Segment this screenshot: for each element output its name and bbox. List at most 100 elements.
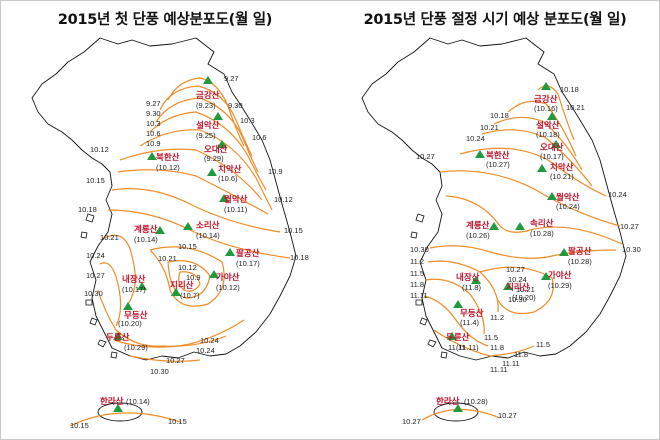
mountain-date: (10.29) (548, 281, 572, 290)
mountain-icon (123, 302, 133, 310)
isoline-label: 10.12 (178, 263, 197, 272)
mountain-name: 월악산 (556, 192, 580, 202)
mountain-date: (10.28) (530, 229, 554, 238)
mountain-name: 설악산 (196, 120, 220, 130)
mountain-icon (217, 140, 227, 148)
korean-peninsula-outline (361, 37, 627, 361)
mountain-name: 치악산 (550, 162, 574, 172)
isoline-label: 11.11 (490, 365, 508, 374)
isoline-label: 10.21 (100, 233, 119, 242)
mountain-name: 소리산 (196, 220, 220, 230)
mountain-icon (453, 404, 463, 412)
peak-foliage-map: 10.18 10.21 10.18 10.21 10.24 10.27 10.2… (361, 37, 641, 426)
mountain-markers: 금강산 (9.23) 설악산 (9.25) 오대산 (9.29) 치악산 (10… (100, 76, 260, 412)
mountain-icon (547, 112, 557, 120)
mountain-date: (10.28) (464, 397, 488, 406)
isoline-label: 11.5 (536, 340, 550, 349)
mountain-date: (10.17) (540, 152, 564, 161)
map-title: 2015년 첫 단풍 예상분포도(월 일) (57, 12, 273, 28)
isoline-label: 10.24 (86, 251, 105, 260)
isoline-label: 10.30 (508, 295, 527, 304)
mountain-date: (10.16) (534, 104, 558, 113)
isoline-label: 11.8 (490, 343, 504, 352)
west-coast-islands (80, 213, 118, 359)
mountain-date: (10.18) (536, 130, 560, 139)
mountain-icon (213, 112, 223, 120)
mountain-date: (9.23) (196, 101, 216, 110)
mountain-name: 북한산 (156, 152, 180, 162)
mountain-name: 북한산 (486, 150, 510, 160)
mountain-name: 오대산 (204, 144, 228, 154)
mountain-name: 계룡산 (134, 224, 158, 234)
isoline-label: 10.27 (620, 222, 639, 231)
isoline-label: 10.21 (516, 285, 535, 294)
isoline-label: 11.11 (448, 343, 466, 352)
isoline-label: 9.27 (224, 74, 239, 83)
west-coast-islands (410, 213, 448, 359)
mountain-name: 무등산 (460, 308, 484, 318)
mountain-date: (9.25) (196, 131, 216, 140)
mountain-icon (489, 222, 499, 230)
mountain-date: (10.11) (224, 205, 248, 214)
isoline-label: 10.3 (146, 119, 161, 128)
mountain-name: 금강산 (196, 90, 220, 100)
mountain-date: (10.28) (568, 257, 592, 266)
isoline-label: 10.18 (490, 111, 509, 120)
isoline-label: 10.9 (268, 167, 283, 176)
isoline-label: 10.6 (146, 129, 161, 138)
mountain-icon (225, 248, 235, 256)
isoline-label: 10.18 (78, 205, 97, 214)
mountain-date: (10.6) (218, 174, 238, 183)
mountain-name: 속리산 (530, 218, 554, 228)
isoline-label: 10.12 (90, 145, 109, 154)
mountain-date: (9.29) (204, 154, 224, 163)
mountain-name: 두륜산 (446, 332, 470, 342)
isoline-labels: 10.18 10.21 10.18 10.21 10.24 10.27 10.2… (402, 85, 641, 426)
isoline-label: 11.5 (410, 269, 424, 278)
isoline-label: 10.15 (70, 421, 89, 430)
mountain-date: (11.8) (462, 283, 482, 292)
isoline-label: 9.27 (146, 99, 161, 108)
isoline-label: 10.27 (416, 152, 435, 161)
mountain-icon (471, 276, 481, 284)
mountain-icon (155, 226, 165, 234)
mountain-icon (147, 152, 157, 160)
isoline-label: 11.2 (490, 313, 504, 322)
isoline-label: 10.27 (498, 411, 517, 420)
mountain-date: (10.12) (216, 283, 240, 292)
mountain-name: 지리산 (170, 280, 194, 290)
mountain-name: 가야산 (216, 272, 240, 282)
mountain-icon (547, 192, 557, 200)
mountain-name: 팔공산 (568, 246, 592, 256)
map-title: 2015년 단풍 절정 시기 예상 분포도(월 일) (363, 12, 627, 28)
mountain-name: 오대산 (540, 142, 564, 152)
isoline-label: 10.30 (410, 245, 429, 254)
isoline-label: 10.15 (284, 226, 303, 235)
mountain-icon (203, 76, 213, 84)
isoline-label: 10.15 (178, 242, 197, 251)
mountain-name: 가야산 (548, 270, 572, 280)
mountain-date: (10.17) (122, 285, 146, 294)
mountain-date: (10.26) (466, 231, 490, 240)
mountain-icon (183, 222, 193, 230)
mountain-name: 팔공산 (236, 248, 260, 258)
mountain-date: (10.7) (180, 291, 200, 300)
isoline-label: 9.30 (228, 101, 243, 110)
isoline-label: 10.27 (402, 417, 421, 426)
mountain-name: 내장산 (456, 272, 480, 282)
mountain-icon (537, 164, 547, 172)
mountain-date: (10.24) (556, 202, 580, 211)
isoline-label: 10.6 (252, 133, 267, 142)
mountain-date: (11.4) (460, 318, 480, 327)
first-foliage-map-panel: 2015년 첫 단풍 예상분포도(월 일) (31, 12, 309, 430)
mountain-date: (11.11) (456, 343, 479, 352)
mountain-date: (10.14) (196, 231, 220, 240)
mountain-name: 한라산 (436, 396, 460, 406)
isoline-label: 10.21 (566, 103, 585, 112)
mountain-name: 지리산 (506, 282, 530, 292)
isoline-label: 10.24 (508, 275, 527, 284)
mountain-icon (207, 168, 217, 176)
mountain-name: 월악산 (224, 194, 248, 204)
mountain-icon (515, 222, 525, 230)
mountain-icon (137, 282, 147, 290)
